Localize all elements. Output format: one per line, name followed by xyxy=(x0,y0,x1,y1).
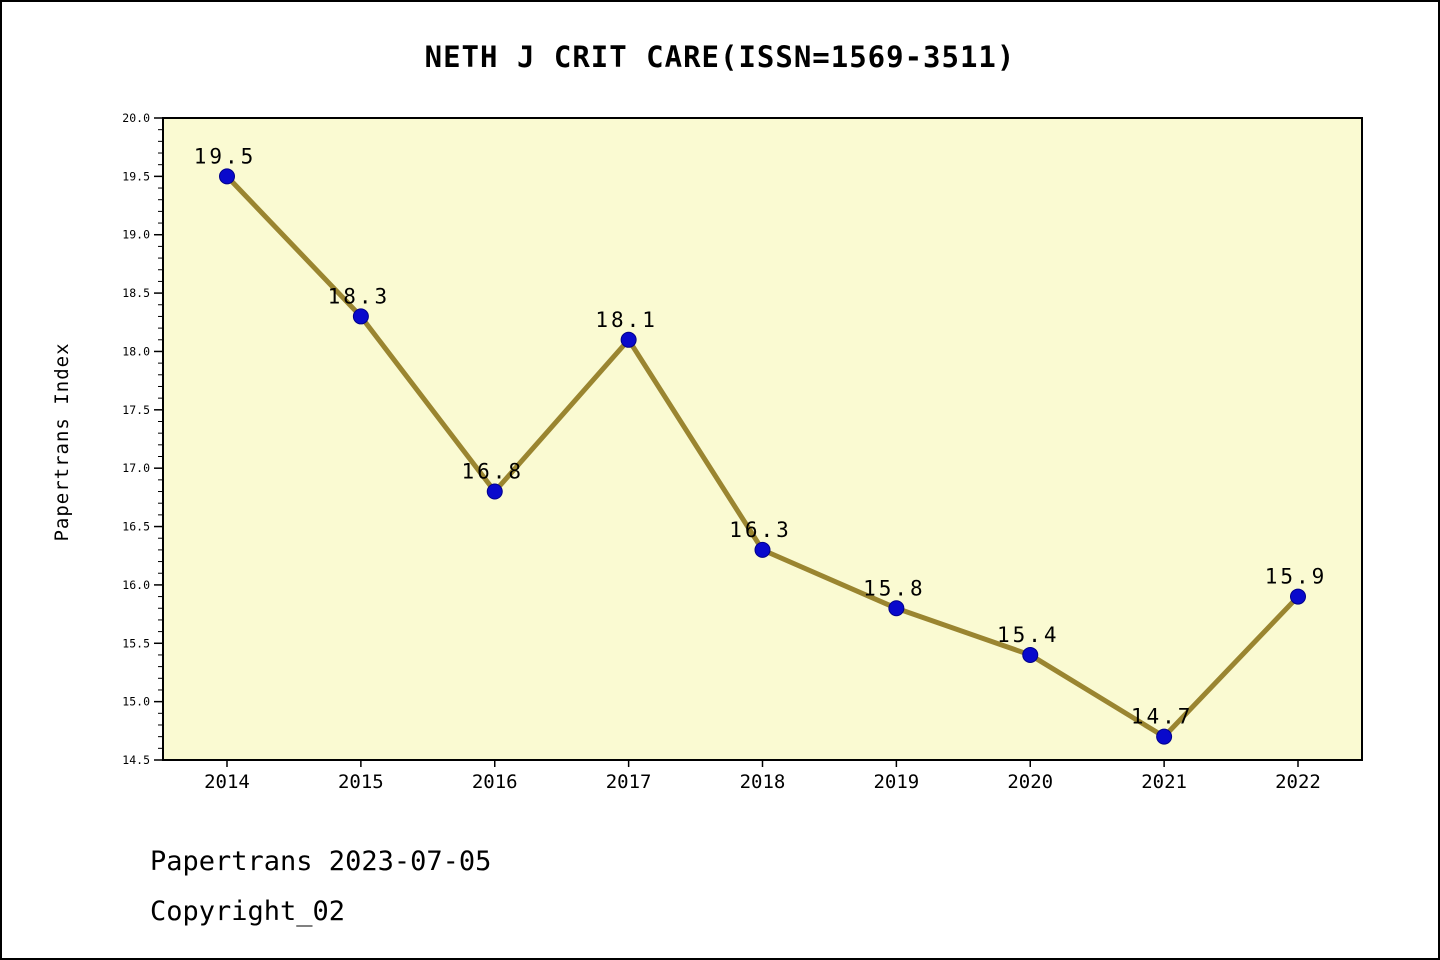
data-point xyxy=(1290,588,1306,605)
data-point-label: 15.4 xyxy=(997,623,1060,647)
data-point xyxy=(219,168,235,185)
y-tick-label: 17.0 xyxy=(122,461,150,475)
data-point xyxy=(352,308,369,325)
data-point-label: 15.8 xyxy=(863,576,926,600)
x-tick-label: 2019 xyxy=(873,771,919,793)
y-tick-label: 16.5 xyxy=(122,520,150,534)
y-tick-label: 15.0 xyxy=(122,695,150,709)
y-tick-label: 20.0 xyxy=(122,111,150,125)
data-point-label: 19.5 xyxy=(194,144,257,168)
x-tick-label: 2021 xyxy=(1141,771,1187,793)
data-point-label: 18.1 xyxy=(595,308,658,332)
x-tick-label: 2015 xyxy=(338,771,384,793)
y-tick-label: 17.5 xyxy=(122,403,150,417)
data-point xyxy=(888,600,905,617)
x-tick-label: 2020 xyxy=(1007,771,1053,793)
data-point-label: 18.3 xyxy=(328,284,391,308)
data-point xyxy=(754,541,771,558)
y-tick-label: 18.0 xyxy=(122,344,150,358)
data-point xyxy=(620,331,637,348)
data-point-label: 14.7 xyxy=(1131,705,1194,729)
y-tick-label: 19.5 xyxy=(122,169,150,183)
y-tick-label: 15.5 xyxy=(122,636,150,650)
x-tick-label: 2017 xyxy=(606,771,652,793)
data-point-label: 15.9 xyxy=(1265,565,1328,589)
y-tick-label: 18.5 xyxy=(122,286,150,300)
data-point xyxy=(1156,728,1173,745)
y-tick-label: 16.0 xyxy=(122,578,150,592)
footer-copyright: Copyright_02 xyxy=(150,895,346,927)
chart-footer: Papertrans 2023-07-05 Copyright_02 xyxy=(150,837,491,937)
x-tick-label: 2014 xyxy=(204,771,250,793)
y-tick-label: 14.5 xyxy=(122,753,150,767)
chart-title: NETH J CRIT CARE(ISSN=1569-3511) xyxy=(424,40,1016,74)
data-point-label: 16.3 xyxy=(729,518,792,542)
data-point xyxy=(1022,646,1039,663)
x-tick-label: 2018 xyxy=(740,771,786,793)
x-tick-label: 2022 xyxy=(1275,771,1321,793)
data-point xyxy=(486,483,503,500)
y-tick-label: 19.0 xyxy=(122,228,150,242)
data-point-label: 16.8 xyxy=(461,460,524,484)
plot-area xyxy=(162,117,1363,761)
footer-source-date: Papertrans 2023-07-05 xyxy=(150,846,492,877)
x-tick-label: 2016 xyxy=(472,771,518,793)
